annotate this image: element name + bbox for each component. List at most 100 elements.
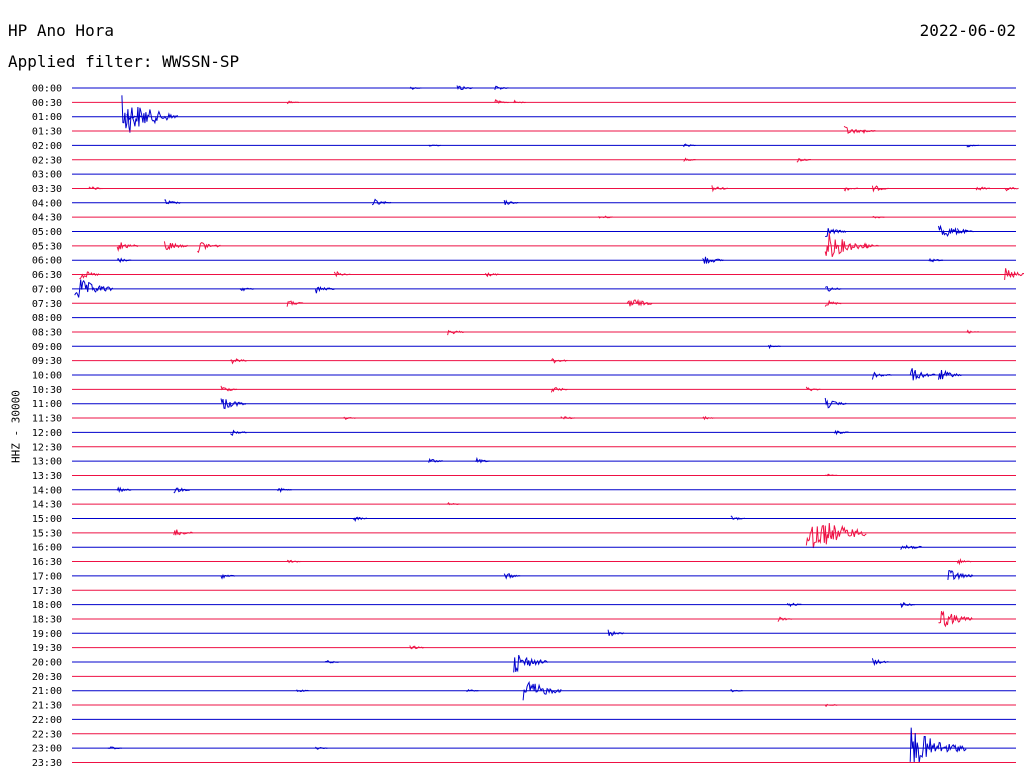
seismic-event [220,398,247,410]
seismic-event [371,198,392,206]
seismic-event [871,185,889,193]
seismic-event [626,298,653,307]
trace-time-label: 09:00 [32,342,62,353]
seismic-event [116,242,139,252]
trace-time-label: 15:00 [32,514,62,525]
trace-time-label: 03:30 [32,184,62,195]
seismic-event [79,271,101,280]
seismic-event [824,703,838,707]
trace-time-label: 13:30 [32,471,62,482]
seismic-event [824,286,842,292]
trace-time-label: 01:30 [32,127,62,138]
trace-time-label: 05:30 [32,241,62,252]
trace-time-label: 02:00 [32,141,62,152]
seismic-event [702,415,715,421]
trace-time-label: 19:30 [32,643,62,654]
seismic-event [220,385,238,392]
seismic-event [447,501,460,506]
trace-time-label: 20:00 [32,658,62,669]
seismic-event [956,228,974,235]
seismic-event [197,242,221,254]
seismic-event [277,487,292,493]
trace-time-label: 15:30 [32,528,62,539]
seismic-event [598,215,613,219]
seismic-event [711,185,728,193]
filter-label: Applied filter: WWSSN-SP [8,52,240,71]
seismic-event [550,358,568,364]
seismic-event [834,429,849,436]
seismic-event [796,158,811,163]
seismic-event [173,487,190,494]
seismic-event [871,658,889,667]
seismic-event [730,515,745,521]
seismic-event [239,287,255,292]
trace-time-label: 12:00 [32,428,62,439]
seismic-event [324,660,340,664]
trace-time-label: 04:00 [32,198,62,209]
seismic-event [74,279,114,298]
seismic-event [333,270,351,278]
seismic-event [947,569,974,581]
seismic-event [522,680,562,701]
seismic-event [121,95,179,133]
trace-time-label: 10:30 [32,385,62,396]
seismic-event [824,299,842,307]
seismic-event [315,746,328,750]
seismic-event [768,344,781,350]
trace-time-label: 13:00 [32,457,62,468]
seismic-event [447,329,464,336]
seismic-event [824,233,869,257]
seismic-event [88,186,103,190]
seismic-event [286,300,304,307]
trace-time-label: 09:30 [32,356,62,367]
seismic-event [607,629,625,637]
trace-time-label: 20:30 [32,672,62,683]
seismic-event [683,157,696,162]
trace-time-label: 22:30 [32,729,62,740]
seismic-event [966,329,979,334]
seismic-event [513,99,526,104]
seismic-event [466,689,479,693]
trace-time-label: 17:30 [32,586,62,597]
seismic-event [173,529,194,536]
trace-time-label: 14:00 [32,485,62,496]
seismic-event [843,187,859,192]
station-title: HP Ano Hora [8,21,114,40]
trace-time-label: 00:00 [32,84,62,95]
seismic-event [428,457,443,463]
trace-time-label: 06:00 [32,256,62,267]
trace-time-label: 11:00 [32,399,62,410]
seismic-event [296,689,309,693]
seismic-event [230,358,247,365]
trace-time-label: 02:30 [32,155,62,166]
seismic-event [513,654,549,673]
trace-time-label: 07:30 [32,299,62,310]
seismic-event [456,85,473,91]
seismic-event [343,416,356,421]
seismic-event [116,486,132,494]
seismic-event [550,387,568,393]
seismic-event [286,100,300,105]
trace-time-label: 10:00 [32,371,62,382]
seismic-event [805,386,821,392]
trace-time-label: 01:00 [32,112,62,123]
trace-time-label: 21:00 [32,686,62,697]
seismic-event [164,199,181,205]
seismic-event [862,129,877,135]
seismic-event [314,285,335,294]
seismic-event [683,143,696,148]
trace-time-label: 22:00 [32,715,62,726]
seismic-event [862,242,880,249]
seismic-event [1004,187,1019,192]
trace-time-label: 23:00 [32,744,62,755]
seismic-event [702,256,724,264]
seismic-event [428,144,441,147]
seismic-event [786,602,802,608]
seismic-event [409,86,422,90]
trace-time-label: 08:30 [32,327,62,338]
trace-time-label: 19:00 [32,629,62,640]
trace-time-label: 16:00 [32,543,62,554]
trace-time-label: 12:30 [32,442,62,453]
seismic-event [163,241,188,251]
seismic-event [494,98,509,104]
